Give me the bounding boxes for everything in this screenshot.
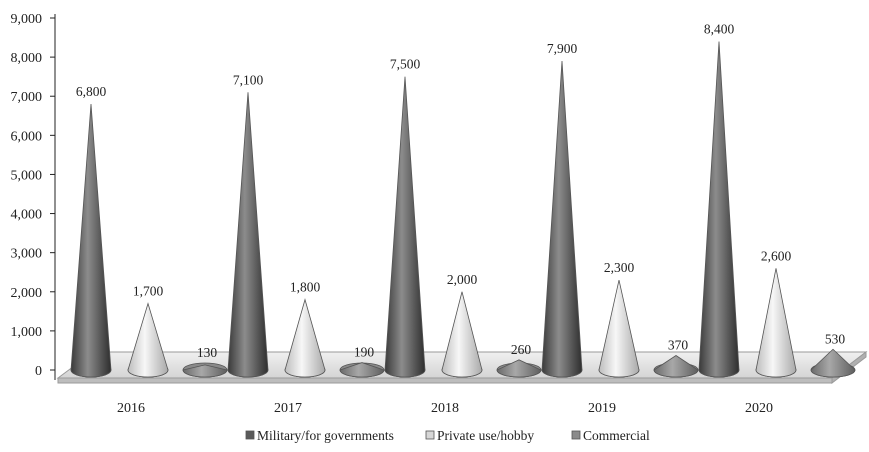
y-tick-label: 5,000 bbox=[11, 168, 43, 183]
y-tick-label: 8,000 bbox=[11, 51, 43, 66]
y-tick-label: 7,000 bbox=[11, 90, 43, 105]
cone-3-0 bbox=[541, 60, 583, 378]
data-label: 7,500 bbox=[390, 57, 421, 72]
legend-item: Commercial bbox=[571, 428, 650, 443]
legend-label: Military/for governments bbox=[257, 428, 394, 443]
y-tick-label: 4,000 bbox=[11, 208, 43, 223]
legend-swatch bbox=[245, 430, 255, 440]
legend-item: Private use/hobby bbox=[425, 428, 534, 443]
legend-item: Military/for governments bbox=[245, 428, 394, 443]
cone-3-2 bbox=[653, 355, 699, 378]
floor-front bbox=[57, 377, 833, 384]
cone-0-0 bbox=[70, 104, 112, 378]
cone-2-1 bbox=[441, 291, 483, 378]
data-label: 260 bbox=[511, 342, 532, 357]
x-tick-label: 2019 bbox=[588, 401, 616, 416]
legend-label: Private use/hobby bbox=[437, 428, 534, 443]
x-tick-label: 2017 bbox=[274, 401, 302, 416]
cone-0-1 bbox=[127, 302, 169, 378]
legend-swatch bbox=[425, 430, 435, 440]
data-label: 2,000 bbox=[447, 272, 478, 287]
data-label: 2,600 bbox=[761, 248, 792, 263]
x-tick-label: 2020 bbox=[745, 401, 773, 416]
cone-4-1 bbox=[755, 268, 797, 378]
x-tick-label: 2018 bbox=[431, 401, 459, 416]
cone-0-2 bbox=[182, 362, 228, 378]
cone-2-0 bbox=[384, 76, 426, 378]
data-label: 6,800 bbox=[76, 84, 107, 99]
legend-label: Commercial bbox=[583, 428, 650, 443]
y-tick-label: 1,000 bbox=[11, 325, 43, 340]
x-tick-label: 2016 bbox=[117, 401, 145, 416]
y-tick-label: 6,000 bbox=[11, 129, 43, 144]
cone-1-2 bbox=[339, 362, 385, 378]
data-label: 190 bbox=[354, 345, 375, 360]
cone-2-2 bbox=[496, 359, 542, 378]
data-label: 370 bbox=[668, 338, 689, 353]
y-tick-label: 3,000 bbox=[11, 247, 43, 262]
cone-1-1 bbox=[284, 298, 326, 378]
cone-3-1 bbox=[598, 279, 640, 378]
data-label: 1,700 bbox=[133, 284, 164, 299]
data-label: 130 bbox=[197, 345, 218, 360]
data-label: 2,300 bbox=[604, 260, 635, 275]
cone-4-2 bbox=[810, 348, 856, 378]
data-label: 530 bbox=[825, 331, 846, 346]
data-label: 8,400 bbox=[704, 21, 735, 36]
data-label: 7,900 bbox=[547, 41, 578, 56]
y-tick-label: 2,000 bbox=[11, 286, 43, 301]
cone-1-0 bbox=[227, 92, 269, 378]
cone-4-0 bbox=[698, 41, 740, 378]
y-tick-label: 0 bbox=[35, 364, 42, 379]
y-tick-label: 9,000 bbox=[11, 12, 43, 27]
data-label: 1,800 bbox=[290, 280, 321, 295]
data-label: 7,100 bbox=[233, 72, 264, 87]
legend-swatch bbox=[571, 430, 581, 440]
